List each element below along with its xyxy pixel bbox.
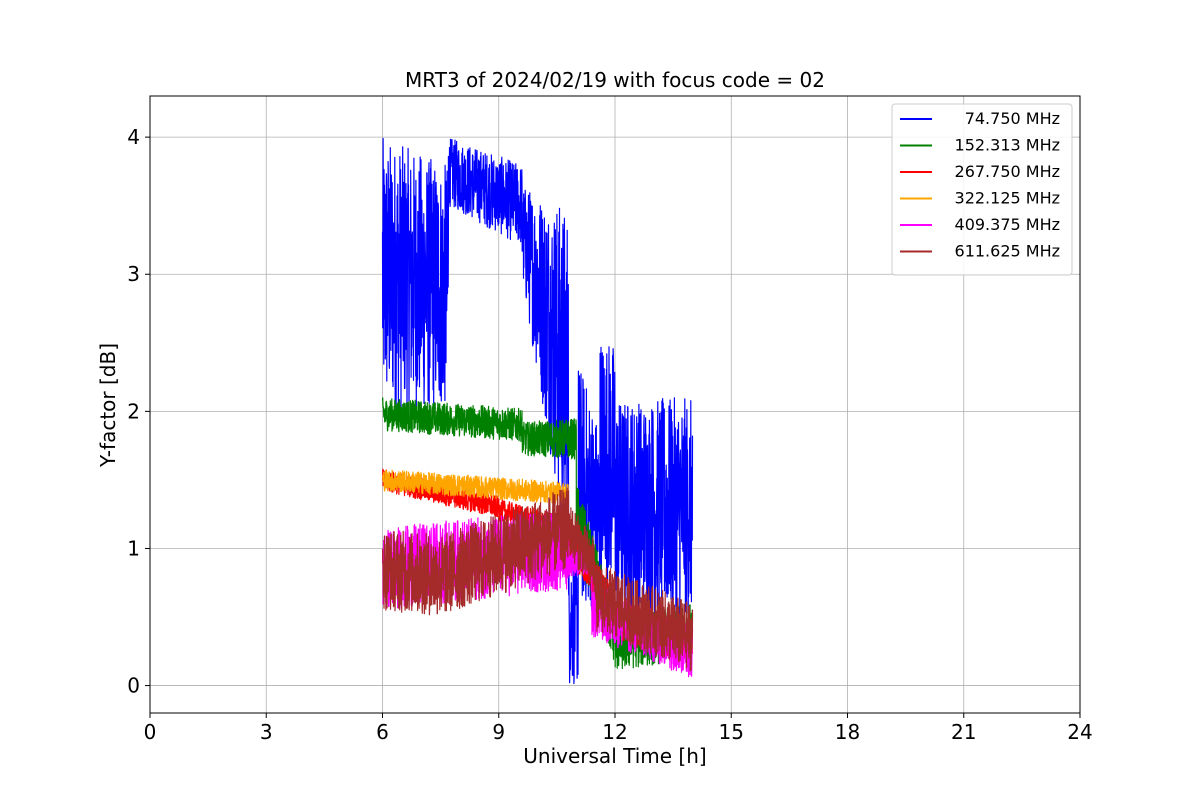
- x-tick-label: 6: [376, 720, 389, 744]
- x-tick-label: 3: [260, 720, 273, 744]
- series-line: [382, 469, 570, 505]
- x-tick-label: 12: [602, 720, 627, 744]
- legend-label: 74.750 MHz: [965, 109, 1060, 128]
- x-tick-label: 0: [144, 720, 157, 744]
- legend-label: 409.375 MHz: [955, 215, 1060, 234]
- legend-label: 267.750 MHz: [955, 162, 1060, 181]
- y-tick-label: 4: [127, 125, 140, 149]
- series-line: [381, 137, 694, 685]
- legend-label: 322.125 MHz: [955, 189, 1060, 208]
- y-tick-label: 1: [127, 536, 140, 560]
- plot-area: [381, 137, 694, 685]
- x-tick-label: 21: [951, 720, 976, 744]
- legend: 74.750 MHz 152.313 MHz 267.750 MHz 322.125 …: [891, 103, 1073, 276]
- y-axis-ticks: 0 1 2 3 4: [127, 125, 150, 698]
- legend-label: 152.313 MHz: [955, 136, 1060, 155]
- legend-label: 611.625 MHz: [955, 242, 1060, 261]
- x-tick-label: 18: [835, 720, 860, 744]
- x-axis-ticks: 0 3 6 9 12 15 18 21 24: [144, 713, 1093, 744]
- x-tick-label: 15: [719, 720, 744, 744]
- x-axis-label: Universal Time [h]: [523, 744, 706, 768]
- y-tick-label: 2: [127, 399, 140, 423]
- y-tick-label: 3: [127, 262, 140, 286]
- series-line: [381, 487, 694, 672]
- x-tick-label: 9: [492, 720, 505, 744]
- chart-title: MRT3 of 2024/02/19 with focus code = 02: [405, 68, 825, 92]
- x-tick-label: 24: [1067, 720, 1092, 744]
- y-axis-label: Y-factor [dB]: [96, 343, 120, 468]
- legend-box: [891, 103, 1073, 276]
- y-tick-label: 0: [127, 674, 140, 698]
